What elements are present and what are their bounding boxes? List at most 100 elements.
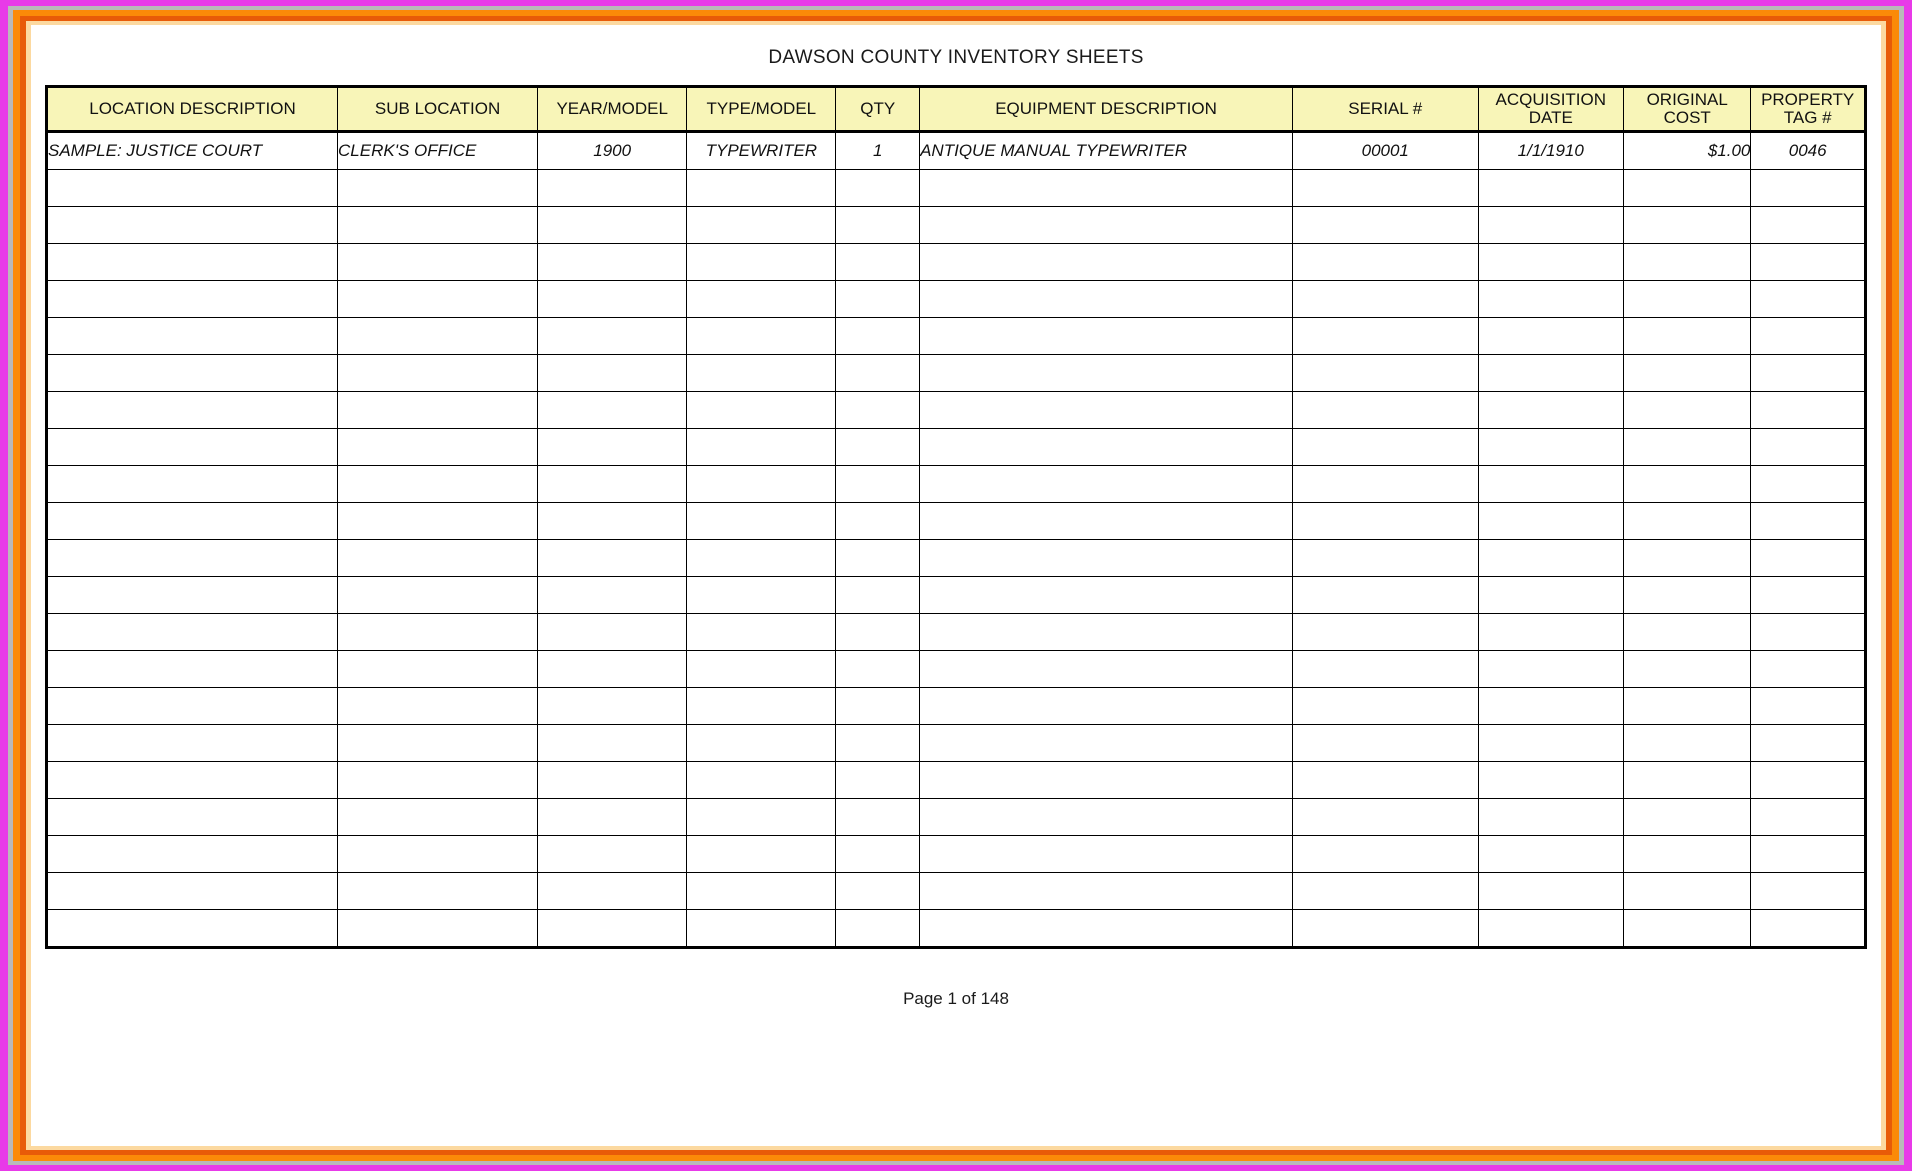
cell-empty[interactable] bbox=[1477, 650, 1625, 688]
cell-empty[interactable] bbox=[686, 206, 837, 244]
cell-empty[interactable] bbox=[919, 169, 1293, 207]
cell-empty[interactable] bbox=[835, 687, 921, 725]
cell-empty[interactable] bbox=[45, 280, 339, 318]
cell-empty[interactable] bbox=[919, 354, 1293, 392]
cell-empty[interactable] bbox=[1291, 798, 1479, 836]
cell-empty[interactable] bbox=[337, 428, 539, 466]
cell-empty[interactable] bbox=[919, 872, 1293, 910]
cell-empty[interactable] bbox=[537, 835, 688, 873]
cell-empty[interactable] bbox=[337, 798, 539, 836]
cell-empty[interactable] bbox=[835, 465, 921, 503]
cell-empty[interactable] bbox=[919, 798, 1293, 836]
cell-empty[interactable] bbox=[537, 354, 688, 392]
cell-empty[interactable] bbox=[337, 576, 539, 614]
cell-empty[interactable] bbox=[1477, 724, 1625, 762]
cell-empty[interactable] bbox=[686, 391, 837, 429]
cell-empty[interactable] bbox=[1291, 465, 1479, 503]
cell-empty[interactable] bbox=[686, 576, 837, 614]
cell-empty[interactable] bbox=[1291, 428, 1479, 466]
cell-empty[interactable] bbox=[337, 169, 539, 207]
cell-empty[interactable] bbox=[45, 243, 339, 281]
table-row-empty[interactable] bbox=[45, 354, 1866, 392]
cell-empty[interactable] bbox=[1291, 761, 1479, 799]
cell-empty[interactable] bbox=[45, 613, 339, 651]
cell-empty[interactable] bbox=[835, 724, 921, 762]
cell-equipment-description[interactable]: ANTIQUE MANUAL TYPEWRITER bbox=[919, 131, 1293, 170]
cell-empty[interactable] bbox=[919, 502, 1293, 540]
cell-empty[interactable] bbox=[835, 613, 921, 651]
cell-empty[interactable] bbox=[1477, 206, 1625, 244]
cell-empty[interactable] bbox=[337, 502, 539, 540]
cell-original-cost[interactable]: $1.00 bbox=[1623, 131, 1752, 170]
cell-empty[interactable] bbox=[45, 206, 339, 244]
cell-empty[interactable] bbox=[537, 539, 688, 577]
cell-empty[interactable] bbox=[1623, 539, 1752, 577]
cell-empty[interactable] bbox=[1477, 539, 1625, 577]
cell-empty[interactable] bbox=[1750, 613, 1866, 651]
cell-empty[interactable] bbox=[1291, 539, 1479, 577]
cell-empty[interactable] bbox=[1477, 243, 1625, 281]
cell-empty[interactable] bbox=[337, 539, 539, 577]
table-row-empty[interactable] bbox=[45, 280, 1866, 318]
cell-type-model[interactable]: TYPEWRITER bbox=[686, 131, 837, 170]
cell-empty[interactable] bbox=[45, 650, 339, 688]
cell-empty[interactable] bbox=[1477, 835, 1625, 873]
cell-empty[interactable] bbox=[919, 761, 1293, 799]
cell-acquisition-date[interactable]: 1/1/1910 bbox=[1477, 131, 1625, 170]
table-row-empty[interactable] bbox=[45, 502, 1866, 540]
cell-empty[interactable] bbox=[1623, 576, 1752, 614]
cell-empty[interactable] bbox=[1291, 391, 1479, 429]
cell-empty[interactable] bbox=[1477, 576, 1625, 614]
cell-empty[interactable] bbox=[1291, 317, 1479, 355]
cell-empty[interactable] bbox=[1750, 169, 1866, 207]
table-row-empty[interactable] bbox=[45, 613, 1866, 651]
cell-empty[interactable] bbox=[1623, 909, 1752, 948]
cell-empty[interactable] bbox=[1477, 391, 1625, 429]
cell-empty[interactable] bbox=[45, 724, 339, 762]
cell-empty[interactable] bbox=[919, 835, 1293, 873]
cell-empty[interactable] bbox=[1623, 502, 1752, 540]
cell-empty[interactable] bbox=[1291, 280, 1479, 318]
cell-empty[interactable] bbox=[1623, 206, 1752, 244]
cell-empty[interactable] bbox=[835, 354, 921, 392]
cell-empty[interactable] bbox=[1477, 428, 1625, 466]
cell-empty[interactable] bbox=[686, 650, 837, 688]
cell-empty[interactable] bbox=[45, 539, 339, 577]
cell-empty[interactable] bbox=[686, 169, 837, 207]
cell-empty[interactable] bbox=[686, 835, 837, 873]
cell-empty[interactable] bbox=[45, 465, 339, 503]
cell-empty[interactable] bbox=[45, 909, 339, 948]
cell-empty[interactable] bbox=[919, 576, 1293, 614]
cell-empty[interactable] bbox=[45, 835, 339, 873]
cell-empty[interactable] bbox=[919, 465, 1293, 503]
table-row-empty[interactable] bbox=[45, 206, 1866, 244]
cell-empty[interactable] bbox=[1291, 909, 1479, 948]
cell-empty[interactable] bbox=[1750, 428, 1866, 466]
table-row-empty[interactable] bbox=[45, 391, 1866, 429]
cell-empty[interactable] bbox=[1477, 613, 1625, 651]
cell-empty[interactable] bbox=[686, 539, 837, 577]
cell-empty[interactable] bbox=[537, 613, 688, 651]
cell-empty[interactable] bbox=[1750, 650, 1866, 688]
cell-empty[interactable] bbox=[337, 761, 539, 799]
cell-empty[interactable] bbox=[537, 206, 688, 244]
cell-empty[interactable] bbox=[686, 798, 837, 836]
cell-empty[interactable] bbox=[1623, 169, 1752, 207]
cell-location-description[interactable]: SAMPLE: JUSTICE COURT bbox=[45, 131, 339, 170]
cell-empty[interactable] bbox=[1623, 835, 1752, 873]
cell-empty[interactable] bbox=[537, 650, 688, 688]
cell-empty[interactable] bbox=[45, 761, 339, 799]
cell-empty[interactable] bbox=[686, 243, 837, 281]
cell-empty[interactable] bbox=[337, 391, 539, 429]
cell-empty[interactable] bbox=[686, 280, 837, 318]
cell-empty[interactable] bbox=[686, 465, 837, 503]
cell-empty[interactable] bbox=[1291, 576, 1479, 614]
cell-empty[interactable] bbox=[1750, 761, 1866, 799]
cell-empty[interactable] bbox=[1477, 465, 1625, 503]
table-row-empty[interactable] bbox=[45, 465, 1866, 503]
cell-empty[interactable] bbox=[537, 761, 688, 799]
cell-empty[interactable] bbox=[537, 576, 688, 614]
cell-empty[interactable] bbox=[835, 539, 921, 577]
cell-empty[interactable] bbox=[537, 724, 688, 762]
cell-empty[interactable] bbox=[919, 650, 1293, 688]
